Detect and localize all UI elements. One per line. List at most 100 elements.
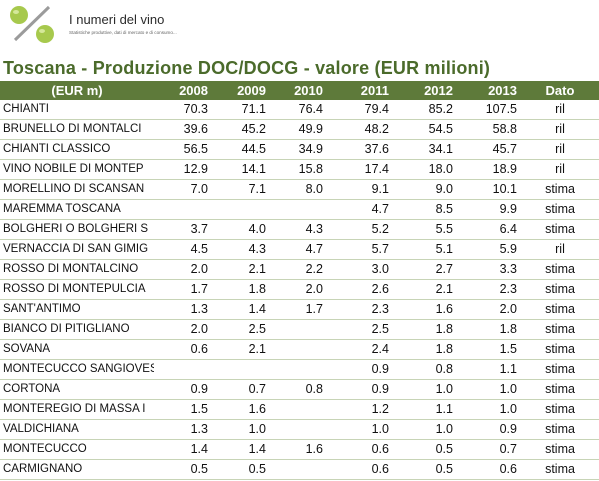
value-cell: 9.1	[327, 179, 393, 200]
value-cell: 1.2	[327, 399, 393, 420]
value-cell: 1.6	[212, 399, 270, 420]
value-cell	[270, 399, 327, 420]
value-cell: 1.8	[393, 339, 457, 360]
value-cell: 1.3	[154, 299, 212, 320]
value-cell: 1.8	[393, 319, 457, 340]
row-label: CHIANTI CLASSICO	[0, 139, 154, 160]
row-label: ROSSO DI MONTEPULCIA	[0, 279, 154, 300]
brand-tagline: Statistiche produttive, dati di mercato …	[69, 30, 177, 35]
value-cell: 1.0	[457, 399, 521, 420]
value-cell	[270, 359, 327, 380]
value-cell: 45.7	[457, 139, 521, 160]
value-cell: 4.0	[212, 219, 270, 240]
dato-cell: stima	[521, 359, 599, 380]
row-label: SANT'ANTIMO	[0, 299, 154, 320]
row-label: CARMIGNANO	[0, 459, 154, 480]
dato-cell: stima	[521, 259, 599, 280]
table-row: MONTECUCCO SANGIOVESE 0.9 0.8 1.1 stima	[0, 359, 599, 380]
table-row: ROSSO DI MONTEPULCIA 1.7 1.8 2.0 2.6 2.1 2.3 st…	[0, 279, 599, 300]
value-cell	[212, 199, 270, 220]
value-cell: 1.0	[457, 379, 521, 400]
dato-cell: stima	[521, 399, 599, 420]
value-cell: 0.6	[154, 339, 212, 360]
dato-cell: stima	[521, 299, 599, 320]
column-header-unit: (EUR m)	[0, 81, 154, 100]
value-cell: 71.1	[212, 100, 270, 120]
table-row: VERNACCIA DI SAN GIMIG 4.5 4.3 4.7 5.7 5.1 5.9…	[0, 239, 599, 260]
row-label: BIANCO DI PITIGLIANO	[0, 319, 154, 340]
value-cell: 1.5	[457, 339, 521, 360]
table-row: BRUNELLO DI MONTALCI 39.6 45.2 49.9 48.2 54.5…	[0, 119, 599, 140]
table-header-row: (EUR m) 2008 2009 2010 2011 2012 2013 Dato	[0, 81, 599, 100]
dato-cell: stima	[521, 439, 599, 460]
table-row: VINO NOBILE DI MONTEP 12.9 14.1 15.8 17.4 18.…	[0, 159, 599, 180]
value-cell: 0.8	[270, 379, 327, 400]
value-cell: 56.5	[154, 139, 212, 160]
dato-cell: stima	[521, 379, 599, 400]
row-label: VINO NOBILE DI MONTEP	[0, 159, 154, 180]
column-header-year: 2009	[212, 81, 270, 100]
value-cell: 2.0	[154, 319, 212, 340]
value-cell: 2.5	[327, 319, 393, 340]
value-cell: 1.1	[457, 359, 521, 380]
value-cell: 3.7	[154, 219, 212, 240]
value-cell	[154, 199, 212, 220]
dato-cell: stima	[521, 459, 599, 480]
value-cell: 0.9	[327, 359, 393, 380]
value-cell: 37.6	[327, 139, 393, 160]
value-cell: 5.1	[393, 239, 457, 260]
value-cell: 0.9	[327, 379, 393, 400]
value-cell	[270, 459, 327, 480]
value-cell: 5.5	[393, 219, 457, 240]
value-cell: 0.6	[327, 459, 393, 480]
row-label: CHIANTI	[0, 100, 154, 120]
value-cell: 4.7	[327, 199, 393, 220]
value-cell: 0.8	[393, 359, 457, 380]
value-cell: 15.8	[270, 159, 327, 180]
value-cell: 0.6	[327, 439, 393, 460]
page-title: Toscana - Produzione DOC/DOCG - valore (…	[3, 58, 491, 78]
value-cell: 17.4	[327, 159, 393, 180]
value-cell: 58.8	[457, 119, 521, 140]
column-header-year: 2011	[327, 81, 393, 100]
row-label: CORTONA	[0, 379, 154, 400]
value-cell: 39.6	[154, 119, 212, 140]
value-cell: 10.1	[457, 179, 521, 200]
value-cell: 3.3	[457, 259, 521, 280]
value-cell	[154, 359, 212, 380]
table-row: CHIANTI 70.3 71.1 76.4 79.4 85.2 107.5 ril	[0, 100, 599, 120]
value-cell: 2.3	[457, 279, 521, 300]
value-cell: 18.9	[457, 159, 521, 180]
value-cell: 2.2	[270, 259, 327, 280]
dato-cell: ril	[521, 239, 599, 260]
column-header-dato: Dato	[521, 81, 599, 100]
value-cell: 107.5	[457, 100, 521, 120]
value-cell: 8.5	[393, 199, 457, 220]
row-label: VALDICHIANA	[0, 419, 154, 440]
dato-cell: ril	[521, 119, 599, 140]
value-cell: 4.3	[270, 219, 327, 240]
value-cell	[270, 419, 327, 440]
table-row: CHIANTI CLASSICO 56.5 44.5 34.9 37.6 34.1 45.7…	[0, 139, 599, 160]
value-cell: 12.9	[154, 159, 212, 180]
row-label: SOVANA	[0, 339, 154, 360]
value-cell: 1.6	[270, 439, 327, 460]
value-cell: 1.5	[154, 399, 212, 420]
value-cell: 1.0	[212, 419, 270, 440]
value-cell: 0.7	[212, 379, 270, 400]
value-cell: 4.5	[154, 239, 212, 260]
value-cell: 3.0	[327, 259, 393, 280]
value-cell: 2.0	[457, 299, 521, 320]
value-cell: 1.6	[393, 299, 457, 320]
table-row: MONTECUCCO 1.4 1.4 1.6 0.6 0.5 0.7 stima	[0, 439, 599, 460]
value-cell: 0.7	[457, 439, 521, 460]
value-cell: 1.4	[212, 299, 270, 320]
value-cell: 2.1	[393, 279, 457, 300]
table-row: MONTEREGIO DI MASSA I 1.5 1.6 1.2 1.1 1.0 stim…	[0, 399, 599, 420]
value-cell: 1.3	[154, 419, 212, 440]
value-cell: 79.4	[327, 100, 393, 120]
value-cell: 44.5	[212, 139, 270, 160]
value-cell: 9.0	[393, 179, 457, 200]
value-cell: 1.1	[393, 399, 457, 420]
table-row: MAREMMA TOSCANA 4.7 8.5 9.9 stima	[0, 199, 599, 220]
